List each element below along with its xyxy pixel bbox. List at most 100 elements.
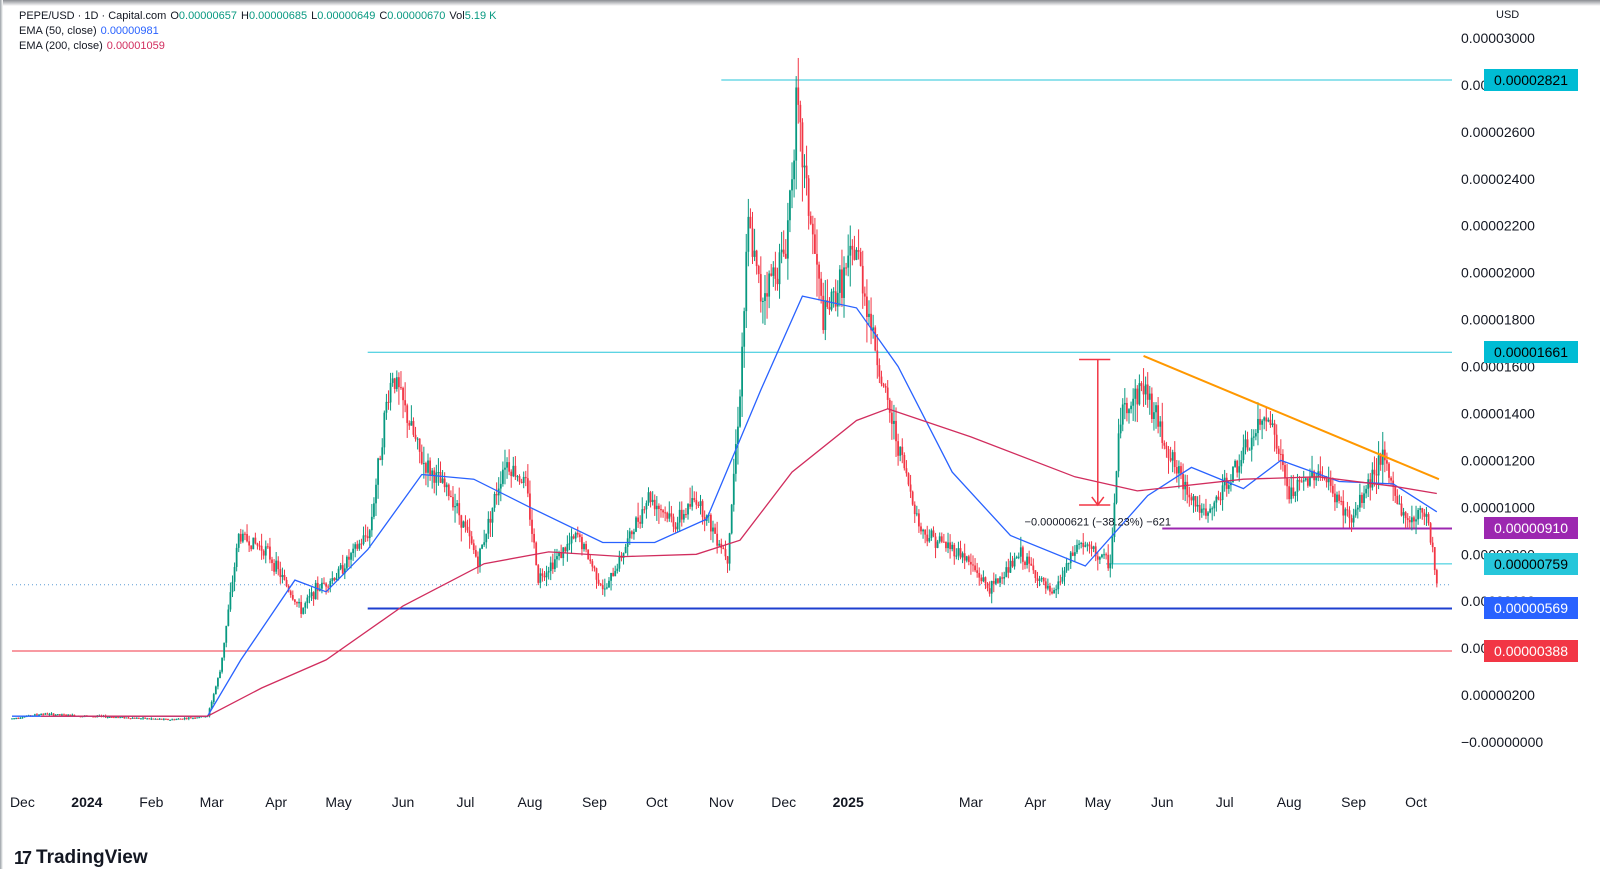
candle-body [942,541,945,543]
candle-body [886,387,889,400]
candle-body [938,536,941,542]
candle-body [418,438,421,452]
candle-body [541,573,544,576]
candle-body [474,550,477,557]
candle-body [177,718,180,720]
candle-body [1240,460,1243,467]
price-label-0.00002821[interactable]: 0.00002821 [1484,69,1578,91]
candle-body [1017,556,1020,558]
candle-body [870,313,872,331]
candle-body [458,503,461,516]
open-key: O [170,10,179,22]
candle-body [173,719,176,721]
candle-body [1109,563,1112,569]
symbol-label[interactable]: PEPE/USD · 1D · Capital.com [19,10,167,22]
candle-body [358,543,361,549]
candle-body [160,718,163,720]
candle-body [171,719,174,721]
candle-body [1011,560,1014,567]
candle-body [1404,512,1407,519]
candle-body [537,565,540,583]
candle-body [1092,546,1095,549]
x-tick-label: Jun [392,794,415,810]
low-key: L [311,10,318,22]
x-tick-label: Aug [1277,794,1302,810]
candle-body [874,327,877,351]
candle-body [1055,589,1058,591]
candle-body [244,533,246,535]
candle-body [843,267,845,298]
candle-body [591,561,594,567]
candle-body [1331,485,1334,494]
candle-body [1373,469,1376,475]
candle-body [1236,460,1239,473]
candle-body [1410,517,1413,523]
candle-body [841,269,843,298]
candle-body [595,568,598,580]
candle-body [1157,405,1160,427]
candle-body [556,556,558,560]
candle-body [306,597,309,604]
candle-body [549,562,552,572]
candle-body [1188,494,1191,498]
candle-body [246,533,248,542]
candle-body [123,716,126,719]
candle-body [427,460,429,473]
descending-trendline [1143,355,1440,481]
price-label-0.00000759[interactable]: 0.00000759 [1484,552,1578,575]
candle-body [612,572,615,577]
candle-body [533,533,535,543]
candle-body [868,313,870,318]
price-label-0.00000910[interactable]: 0.00000910 [1484,517,1578,540]
candle-body [1140,383,1143,387]
price-label-0.00001661[interactable]: 0.00001661 [1484,341,1578,364]
candle-body [687,504,689,515]
y-tick-label: 0.00002400 [1461,171,1535,187]
candle-body [1163,442,1166,446]
candle-body [217,678,219,687]
candle-body [568,543,571,545]
candle-body [660,508,662,511]
candle-body [71,714,74,716]
candle-body [1049,585,1051,592]
candle-body [250,545,253,550]
candle-body [880,376,883,384]
candle-body [585,543,587,550]
candle-body [853,249,856,260]
x-tick-label: Dec [771,794,796,810]
candle-body [162,718,165,720]
candle-body [1300,481,1303,483]
candle-body [1026,556,1028,566]
candle-body [982,577,985,582]
candle-body [269,546,271,560]
candle-body [325,583,327,587]
candle-body [901,446,904,455]
candle-body [310,592,313,597]
ema50-row[interactable]: EMA (50, close) 0.00000981 [19,24,497,39]
candle-body [828,306,831,310]
candle-body [747,216,750,252]
candle-body [144,717,147,719]
candle-body [69,714,72,716]
candle-body [624,546,627,554]
price-label-0.00000569[interactable]: 0.00000569 [1484,597,1578,620]
brand-name: TradingView [36,847,148,868]
candle-body [653,499,656,510]
ema50-value: 0.00000981 [100,25,159,37]
candle-body [851,245,854,250]
price-label-0.00000388[interactable]: 0.00000388 [1484,639,1578,662]
candle-body [605,587,608,589]
y-tick-label: −0.00000000 [1461,734,1543,750]
currency-label[interactable]: USD [1496,9,1520,21]
candle-body [1425,514,1428,517]
ema200-row[interactable]: EMA (200, close) 0.00001059 [19,39,497,54]
candle-body [926,534,929,542]
candle-body [1277,448,1280,454]
candle-body [1396,495,1399,504]
candle-body [1178,466,1180,474]
x-tick-label: May [1085,794,1111,810]
tradingview-brand[interactable]: 17 TradingView [14,847,148,869]
candle-body [460,515,463,528]
candle-body [1232,466,1234,483]
